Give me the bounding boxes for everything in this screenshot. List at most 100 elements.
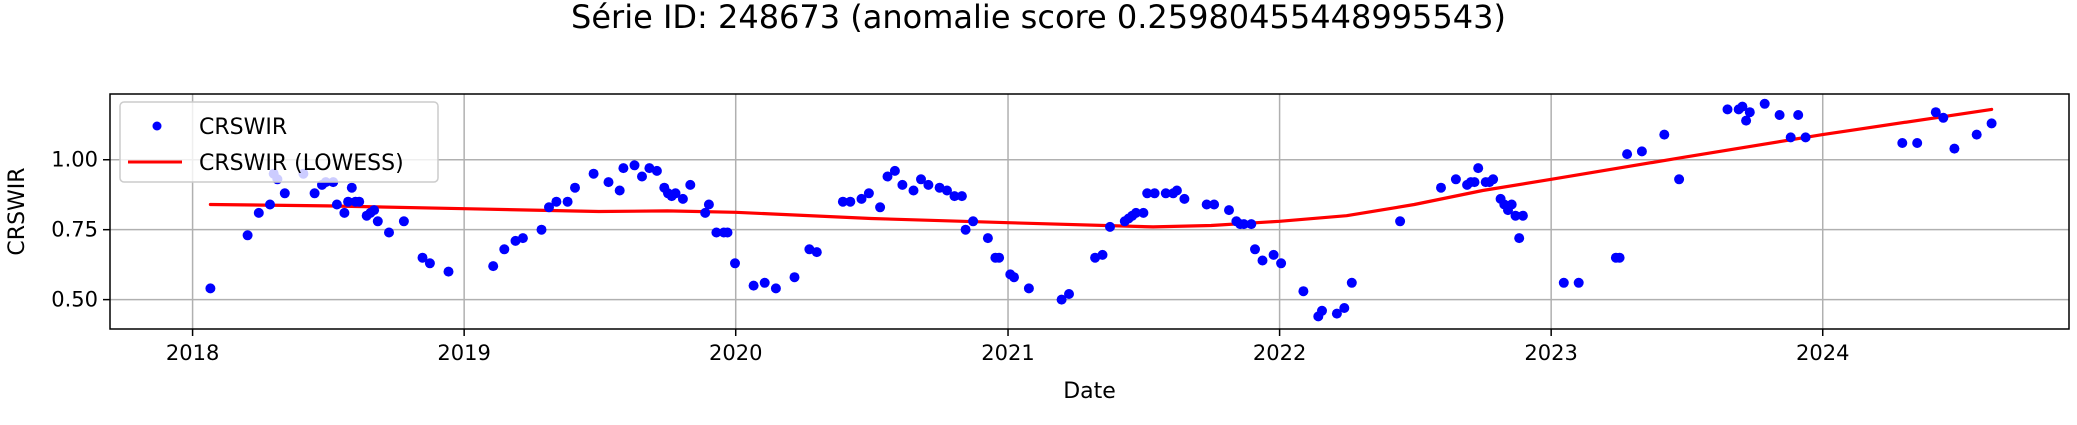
data-point [205,283,216,294]
x-tick-label: 2018 [166,341,219,365]
data-point [1469,177,1480,188]
x-tick-label: 2021 [981,341,1034,365]
data-point [1573,277,1584,288]
data-point [1737,101,1748,112]
data-point [603,177,614,188]
data-point [1488,174,1499,185]
data-point [845,196,856,207]
data-point [1346,277,1357,288]
x-tick-label: 2023 [1524,341,1577,365]
x-tick-label: 2024 [1796,341,1849,365]
data-point [1785,132,1796,143]
data-point [968,216,979,227]
data-point [279,188,290,199]
legend-label-points: CRSWIR [199,115,287,140]
data-point [700,207,711,218]
data-point [1339,303,1350,313]
data-point [1105,221,1115,232]
data-point [897,179,908,190]
data-point [1436,182,1446,193]
axis-ticks: 2018 2019 2020 2021 2022 2023 2024 0.50 0.75 1.00 [51,148,1849,365]
data-point [1473,163,1484,174]
data-point [644,163,655,174]
data-point [670,188,681,199]
y-tick-label: 0.75 [51,218,98,242]
legend-label-lowess: CRSWIR (LOWESS) [199,151,404,176]
data-point [424,258,435,269]
data-point [354,196,365,207]
data-point [1056,294,1067,305]
data-point [722,227,733,238]
data-point [863,188,874,199]
data-point [1514,233,1525,244]
data-point [1023,283,1034,294]
data-point [651,165,662,176]
data-point [1971,129,1982,140]
data-point [982,233,993,244]
data-point [265,199,275,210]
data-point [1298,286,1309,297]
data-point [1636,146,1647,157]
data-point [1722,104,1733,115]
data-point [1506,199,1517,210]
x-tick-label: 2020 [709,341,762,365]
x-tick-label: 2022 [1253,341,1306,365]
data-point [1317,305,1327,316]
data-point [1268,249,1279,260]
data-point [309,188,320,199]
data-point [398,216,409,227]
data-point [488,261,499,272]
data-point [1622,149,1633,160]
data-point [1395,216,1406,227]
data-point [1897,138,1908,148]
data-point [1614,252,1625,263]
data-point [1510,210,1521,221]
data-point [889,165,900,176]
data-point [1224,205,1234,216]
data-point [1171,185,1182,196]
data-point [1949,143,1960,154]
data-point [1179,193,1190,204]
y-axis-label: CRSWIR [5,167,30,255]
data-point [253,207,264,218]
data-point [730,258,740,269]
y-tick-label: 0.50 [51,288,98,312]
data-point [1759,98,1770,109]
data-point [346,182,357,193]
data-point [1064,289,1074,299]
lowess-layer [208,107,1994,229]
data-point [1138,207,1149,218]
data-point [1246,219,1257,230]
data-point [703,199,714,210]
legend: CRSWIR CRSWIR (LOWESS) [119,101,439,183]
x-tick-label: 2019 [437,341,490,365]
legend-marker-points [152,121,162,131]
data-point [343,196,354,207]
data-point [1450,174,1461,185]
lowess-line [208,107,1994,229]
data-point [1331,308,1342,319]
data-point [443,266,454,277]
data-point [1793,110,1804,120]
data-point [759,277,770,288]
data-point [1250,244,1260,255]
data-point [629,160,640,171]
data-point [1276,258,1287,269]
data-point [637,171,647,182]
data-point [1149,188,1160,199]
data-point [1912,138,1923,148]
data-point [384,227,394,238]
data-point [916,174,926,185]
data-point [837,196,848,207]
data-point [499,244,510,255]
data-point [614,185,625,196]
data-point [562,196,573,207]
data-point [1517,210,1528,221]
data-point [1131,207,1141,218]
data-point [770,283,781,294]
data-point [570,182,580,193]
data-point [1160,188,1171,199]
data-point [1238,219,1249,230]
data-point [1741,115,1752,126]
